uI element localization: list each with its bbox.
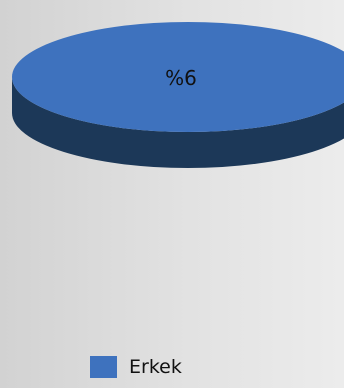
- pie-slice-side-erkek: [12, 77, 344, 168]
- legend-label-erkek: Erkek: [129, 356, 182, 378]
- legend-swatch-erkek: [90, 356, 117, 378]
- pie-slice-erkek: [12, 22, 344, 132]
- pie-data-label-erkek: %6: [165, 66, 197, 90]
- legend: Erkek: [90, 356, 182, 378]
